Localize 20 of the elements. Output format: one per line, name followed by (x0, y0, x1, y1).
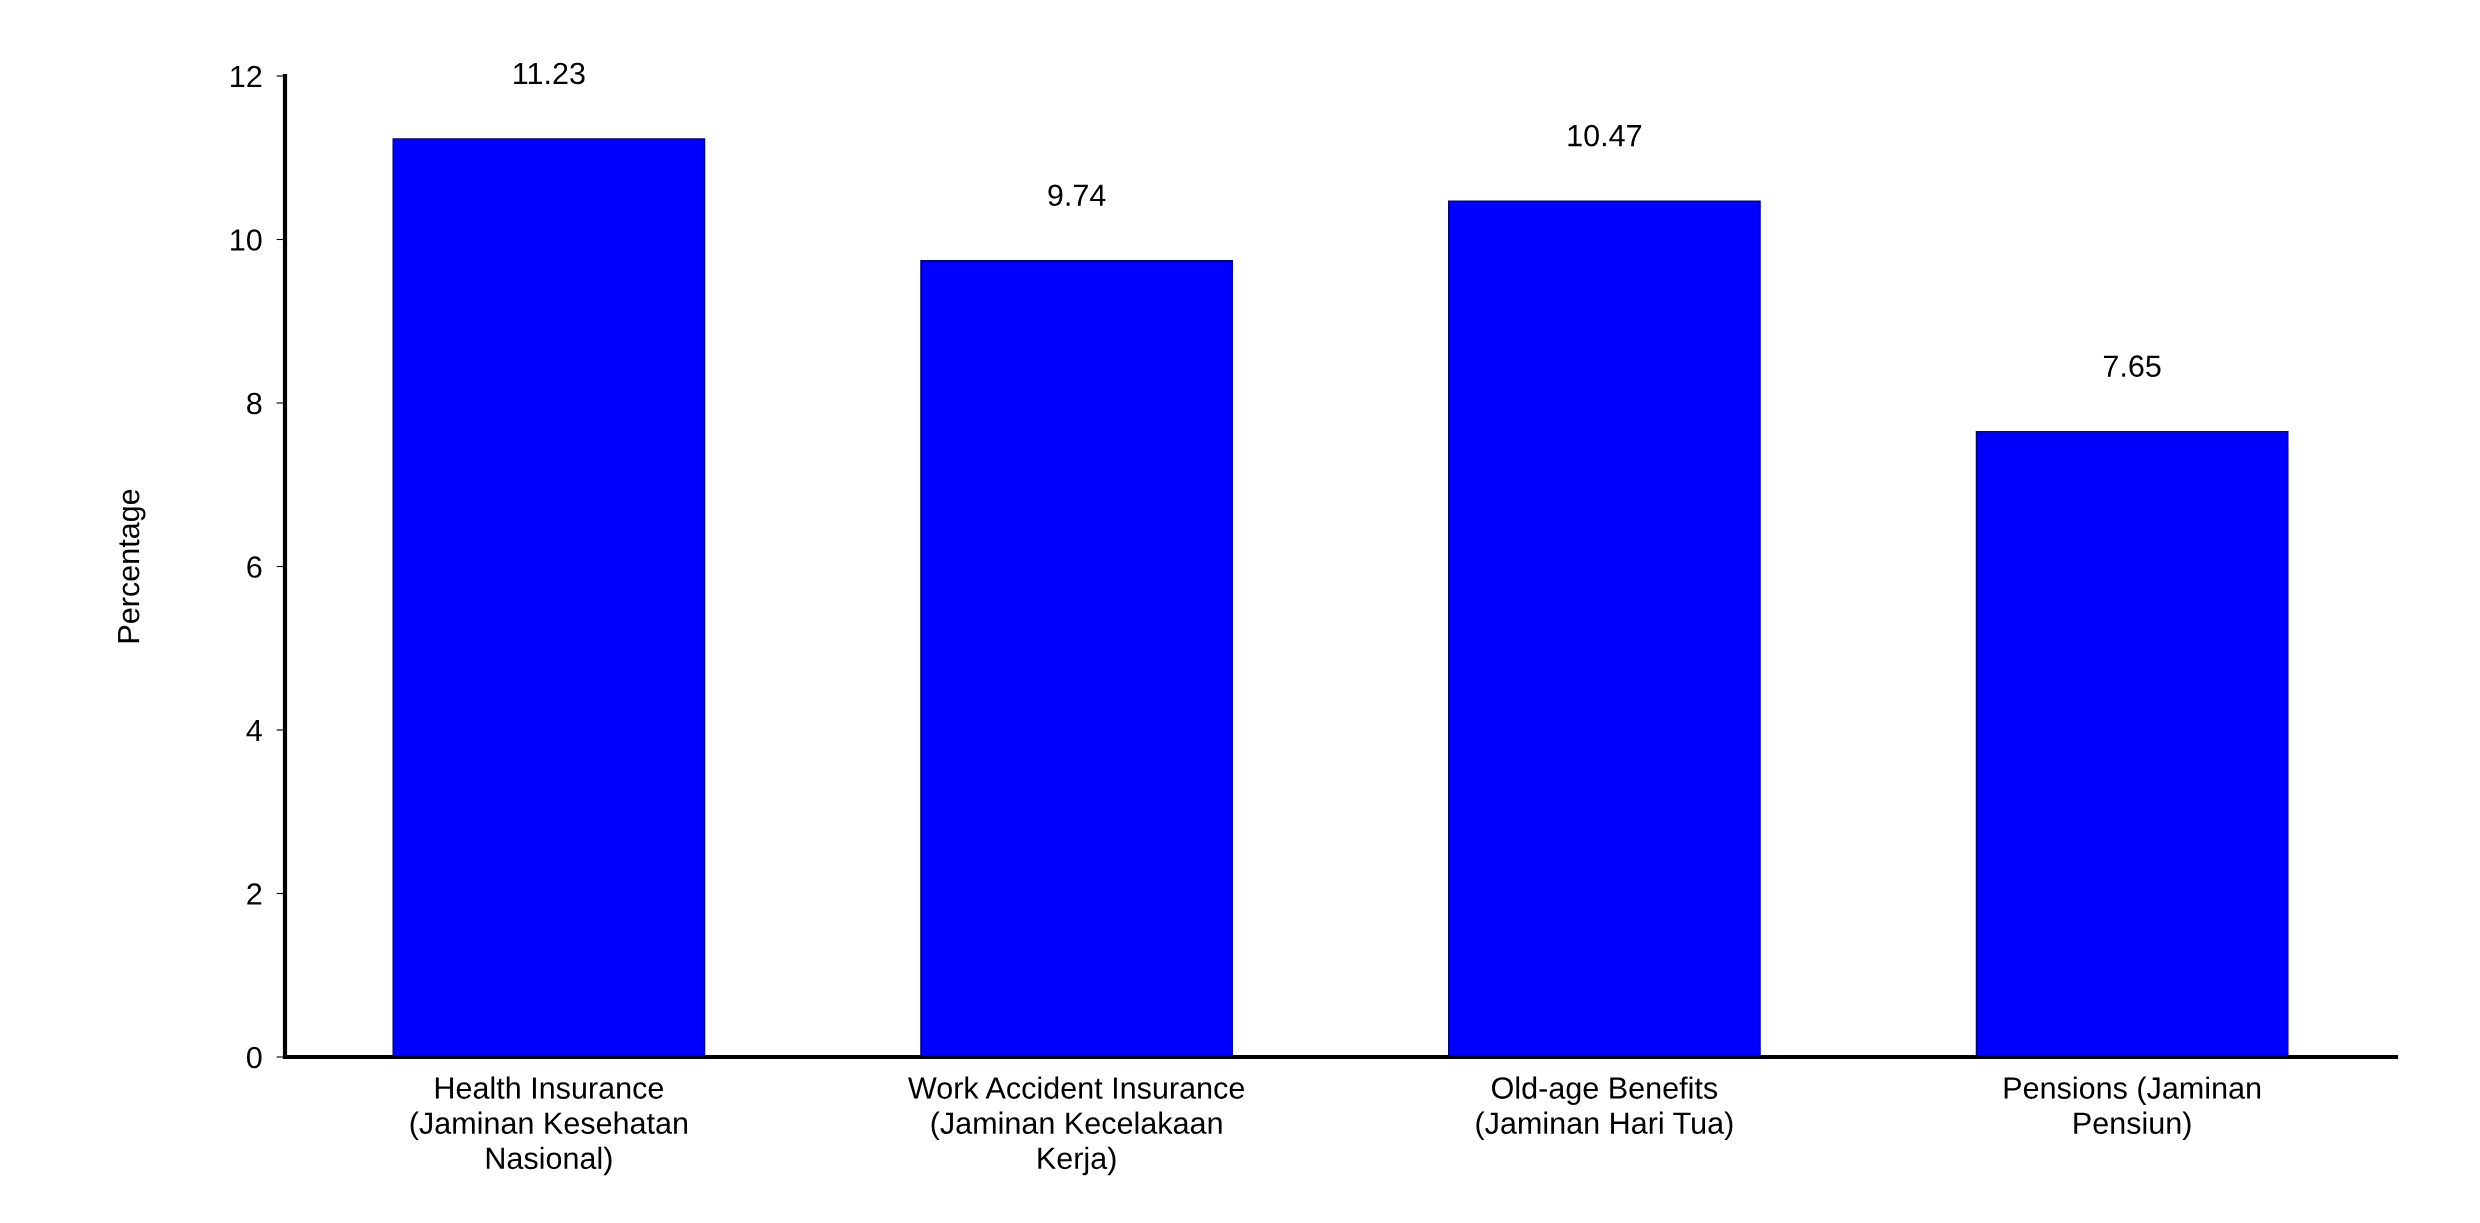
y-axis-title: Percentage (118, 489, 146, 643)
x-tick-label: Health Insurance (Jaminan Kesehatan Nasional) (410, 1076, 688, 1176)
y-tick-label: 12 (231, 65, 262, 88)
y-tick-label: 10 (231, 229, 262, 251)
y-tick-label: 2 (247, 883, 262, 905)
data-label: 9.74 (1048, 184, 1106, 207)
bar (1975, 430, 2289, 1057)
bar (1447, 200, 1761, 1057)
bar (920, 260, 1234, 1057)
x-tick-label: Work Accident Insurance (Jaminan Kecelakaan Kerja) (908, 1076, 1244, 1176)
data-label: 10.47 (1568, 124, 1642, 147)
y-tick-label: 8 (247, 392, 262, 415)
x-tick-label: Pensions (Jaminan Pensiun) (2004, 1076, 2261, 1141)
y-tick-label: 6 (247, 556, 262, 578)
bar (392, 138, 706, 1057)
x-tick-label: Old-age Benefits (Jaminan Hari Tua) (1476, 1076, 1733, 1141)
data-label: 11.23 (514, 62, 585, 85)
y-tick-label: 4 (246, 720, 262, 742)
data-label: 7.65 (2103, 355, 2161, 377)
y-tick-label: 0 (246, 1046, 262, 1069)
